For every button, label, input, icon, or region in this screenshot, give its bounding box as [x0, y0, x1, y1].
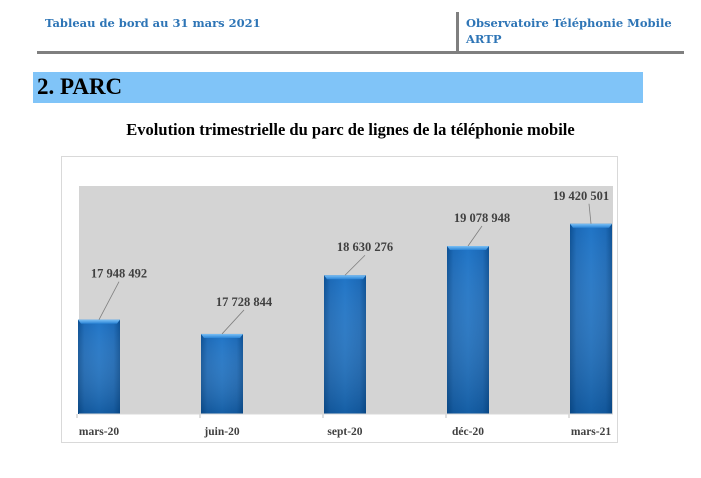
bar-bevel — [324, 275, 366, 280]
bar-bevel — [570, 223, 612, 228]
data-label: 17 948 492 — [91, 267, 147, 281]
bar-mars-21 — [570, 223, 612, 414]
header-observatory-line1: Observatoire Téléphonie Mobile — [466, 16, 672, 30]
leader-line — [467, 225, 483, 247]
bar-bevel — [447, 245, 489, 250]
data-label: 19 420 501 — [553, 189, 609, 203]
data-label: 17 728 844 — [216, 295, 273, 309]
section-heading-band — [33, 72, 643, 103]
bar-bevel — [78, 319, 120, 324]
category-label: mars-21 — [571, 426, 611, 438]
leader-line — [98, 281, 120, 320]
header-divider-vertical — [456, 12, 459, 53]
bar-déc-20 — [447, 245, 489, 414]
category-label: sept-20 — [327, 426, 362, 438]
leader-line — [588, 203, 592, 224]
leader-line — [221, 309, 245, 335]
category-label: mars-20 — [79, 426, 119, 438]
category-label: déc-20 — [452, 426, 484, 438]
bar-juin-20 — [201, 333, 243, 414]
data-label: 19 078 948 — [454, 211, 510, 225]
section-title: 2. PARC — [37, 74, 123, 99]
data-label: 18 630 276 — [337, 240, 393, 254]
header-observatory-line2: ARTP — [466, 32, 502, 46]
bar-shade — [201, 333, 243, 414]
bar-shade — [324, 275, 366, 414]
header-observatory-title: Observatoire Téléphonie Mobile ARTP — [466, 15, 672, 47]
category-label: juin-20 — [203, 426, 239, 438]
header-dashboard-date: Tableau de bord au 31 mars 2021 — [45, 16, 261, 30]
bar-shade — [570, 223, 612, 414]
bar-bevel — [201, 333, 243, 338]
bar-shade — [447, 245, 489, 414]
bar-mars-20 — [78, 319, 120, 414]
header-divider-horizontal — [37, 51, 684, 54]
leader-line — [344, 254, 366, 276]
bar-sept-20 — [324, 275, 366, 414]
chart-title: Evolution trimestrielle du parc de ligne… — [126, 120, 575, 139]
bar-shade — [78, 319, 120, 414]
